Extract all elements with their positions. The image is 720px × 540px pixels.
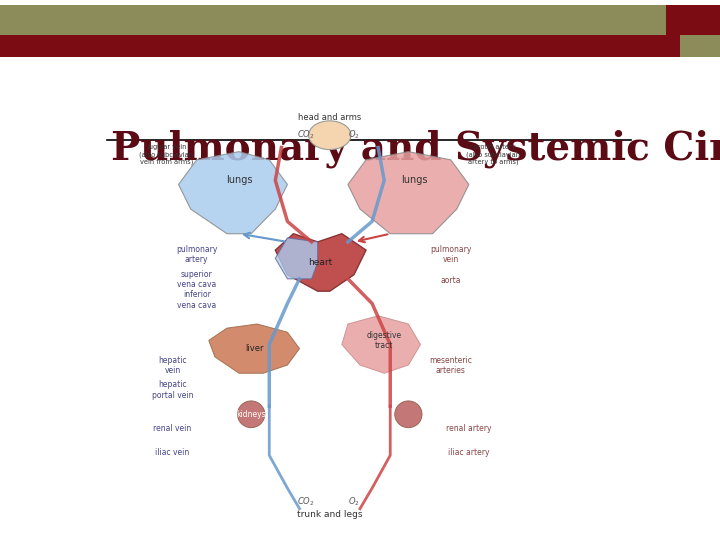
Ellipse shape: [238, 401, 265, 428]
Text: hepatic
portal vein: hepatic portal vein: [152, 381, 193, 400]
Ellipse shape: [395, 401, 422, 428]
Text: head and arms: head and arms: [298, 113, 361, 122]
Text: $CO_2$: $CO_2$: [297, 496, 315, 508]
Text: mesenteric
arteries: mesenteric arteries: [429, 356, 472, 375]
Text: trunk and legs: trunk and legs: [297, 510, 362, 519]
Polygon shape: [275, 234, 366, 291]
Text: $O_2$: $O_2$: [348, 129, 360, 141]
Text: superior
vena cava: superior vena cava: [177, 269, 216, 289]
Polygon shape: [209, 324, 300, 373]
Text: iliac vein: iliac vein: [156, 448, 189, 457]
Text: liver: liver: [245, 344, 264, 353]
Polygon shape: [179, 152, 287, 234]
Text: hepatic
vein: hepatic vein: [158, 356, 186, 375]
Text: inferior
vena cava: inferior vena cava: [177, 290, 216, 309]
Text: carotid artery
(also subclavian
artery to arms): carotid artery (also subclavian artery t…: [466, 144, 520, 165]
Text: renal artery: renal artery: [446, 424, 492, 433]
Polygon shape: [342, 316, 420, 373]
Text: lungs: lungs: [226, 176, 252, 185]
Text: Pulmonary and Systemic Circulation: Pulmonary and Systemic Circulation: [111, 129, 720, 168]
Text: lungs: lungs: [401, 176, 428, 185]
Text: kidneys: kidneys: [236, 410, 266, 419]
Text: renal vein: renal vein: [153, 424, 192, 433]
Text: iliac artery: iliac artery: [448, 448, 490, 457]
Polygon shape: [348, 152, 469, 234]
Text: $CO_2$: $CO_2$: [297, 129, 315, 141]
Polygon shape: [275, 238, 318, 279]
Text: digestive
tract: digestive tract: [366, 330, 402, 350]
Circle shape: [309, 121, 351, 150]
Text: $O_2$: $O_2$: [348, 496, 360, 508]
Text: jugular vein
(also subclavian
vein from arms): jugular vein (also subclavian vein from …: [140, 144, 194, 165]
Text: pulmonary
artery: pulmonary artery: [176, 245, 217, 265]
Text: pulmonary
vein: pulmonary vein: [430, 245, 472, 265]
Text: heart: heart: [309, 258, 333, 267]
Text: aorta: aorta: [441, 276, 461, 285]
